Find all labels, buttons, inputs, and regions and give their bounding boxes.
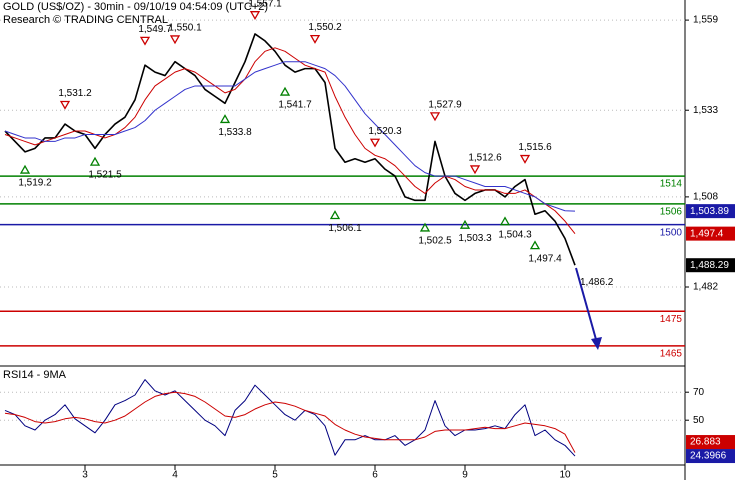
low-label: 1,519.2: [18, 178, 52, 189]
x-tick-label: 6: [372, 470, 378, 480]
high-marker: [249, 11, 261, 21]
low-marker: [279, 86, 291, 96]
y-tick-label: 70: [693, 387, 705, 398]
high-label: 1,550.1: [168, 23, 202, 34]
x-tick-label: 3: [82, 470, 88, 480]
high-label: 1,515.6: [518, 142, 552, 153]
low-label: 1,506.1: [328, 223, 362, 234]
price-tag: [686, 258, 735, 273]
low-marker: [329, 210, 341, 220]
low-label: 1,521.5: [88, 170, 122, 181]
series-line: [4, 379, 576, 457]
price-tag-label: 1,488.29: [690, 260, 729, 271]
price-tag: [686, 449, 735, 464]
high-label: 1,520.3: [368, 126, 402, 137]
y-tick-label: 1,559: [693, 15, 718, 26]
high-label: 1,549.7: [138, 24, 172, 35]
high-label: 1,527.9: [428, 100, 462, 111]
low-label: 1,504.3: [498, 229, 532, 240]
y-tick-label: 1,482: [693, 282, 718, 293]
forecast-arrowhead: [591, 337, 602, 350]
low-marker: [499, 216, 511, 226]
low-marker: [89, 156, 101, 166]
level-label: 1465: [660, 349, 683, 360]
high-marker: [309, 34, 321, 44]
price-tag: [686, 435, 735, 450]
price-tag-label: 26.883: [690, 437, 721, 448]
x-tick-label: 10: [559, 470, 571, 480]
low-marker: [459, 219, 471, 229]
forecast-arrow: [575, 267, 598, 344]
high-marker: [139, 36, 151, 46]
x-tick-label: 9: [462, 470, 468, 480]
chart-title: GOLD (US$/OZ) - 30min - 09/10/19 04:54:0…: [3, 1, 268, 13]
low-label: 1,533.8: [218, 127, 252, 138]
chart-subtitle: Research © TRADING CENTRAL: [3, 14, 168, 26]
high-label: 1,557.1: [248, 0, 282, 9]
low-marker: [419, 222, 431, 232]
x-tick-label: 4: [172, 470, 178, 480]
low-label: 1,497.4: [528, 253, 562, 264]
high-marker: [429, 112, 441, 122]
price-tag-label: 24.3966: [690, 451, 727, 462]
rsi-title: RSI14 - 9MA: [3, 369, 67, 381]
price-tag: [686, 204, 735, 219]
series-line: [4, 61, 576, 212]
price-tag: [686, 226, 735, 241]
level-label: 1514: [660, 179, 683, 190]
y-tick-label: 50: [693, 415, 705, 426]
level-label: 1506: [660, 206, 683, 217]
low-marker: [529, 240, 541, 250]
level-label: 1475: [660, 314, 683, 325]
low-marker: [219, 114, 231, 124]
high-marker: [59, 100, 71, 110]
target-label: 1,486.2: [580, 277, 614, 288]
high-marker: [169, 35, 181, 45]
high-label: 1,531.2: [58, 88, 92, 99]
high-marker: [519, 154, 531, 164]
high-label: 1,512.6: [468, 153, 502, 164]
high-label: 1,550.2: [308, 22, 342, 33]
price-tag-label: 1,497.4: [690, 228, 724, 239]
series-line: [4, 47, 576, 234]
high-marker: [369, 138, 381, 148]
low-label: 1,503.3: [458, 233, 492, 244]
series-line: [4, 391, 576, 453]
price-tag-label: 1,503.89: [690, 206, 729, 217]
high-marker: [469, 165, 481, 175]
low-label: 1,541.7: [278, 100, 312, 111]
y-tick-label: 1,533: [693, 105, 718, 116]
x-tick-label: 5: [272, 470, 278, 480]
y-tick-label: 1,508: [693, 192, 718, 203]
series-line: [4, 33, 576, 266]
level-label: 1500: [660, 227, 683, 238]
low-marker: [19, 164, 31, 174]
low-label: 1,502.5: [418, 236, 452, 247]
